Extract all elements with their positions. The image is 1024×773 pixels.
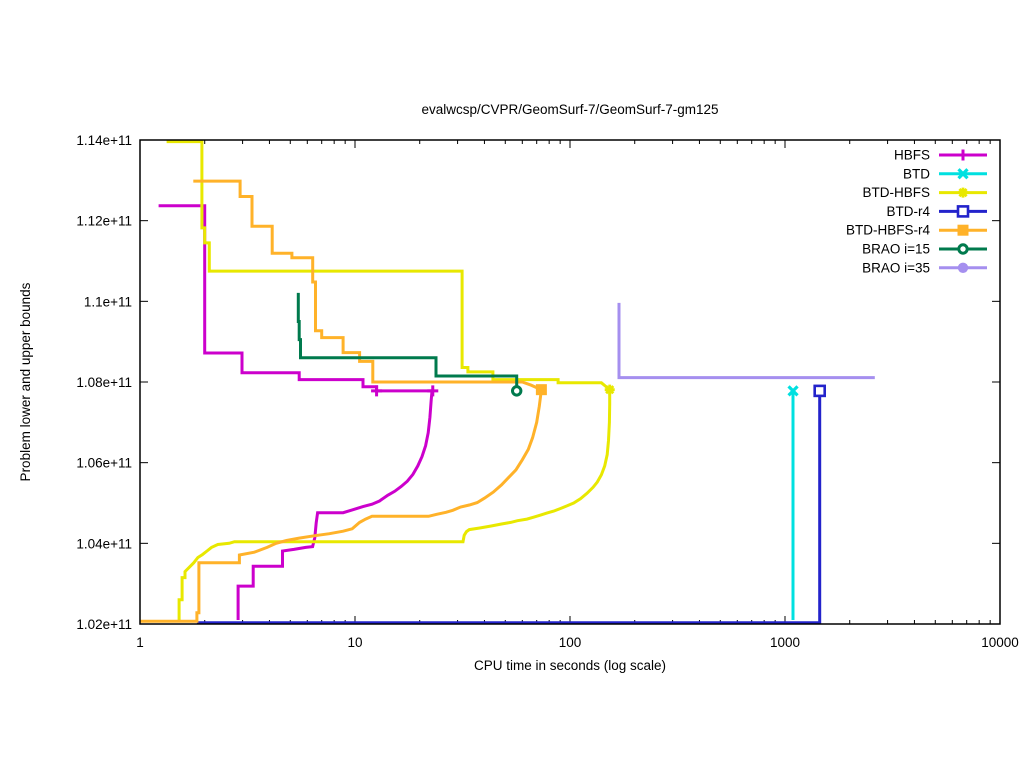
legend-item-btd-hbfs-r4: BTD-HBFS-r4 [846,223,987,238]
x-tick-label: 1 [136,635,144,650]
legend-marker-btd-r4 [956,205,970,218]
series-btd-marker [787,385,799,397]
x-tick-label: 10000 [981,635,1019,650]
legend-label: BRAO i=15 [862,242,930,257]
x-tick-label: 100 [559,635,582,650]
legend-label: HBFS [894,148,930,163]
series-btd-hbfs-line [166,140,611,391]
y-tick-label: 1.02e+11 [76,617,132,632]
legend-marker-brao-i-35 [957,262,969,273]
legend-marker-brao-i-15 [957,243,969,255]
legend-item-btd-hbfs: BTD-HBFS [863,185,987,200]
series-btd-hbfs [166,140,615,622]
y-tick-label: 1.1e+11 [84,294,132,309]
legend: HBFS BTD BTD-HBFS BTD-r4 BTD-HBFS-r4 BRAO i=1… [846,148,987,275]
series-btd-r4-line [196,390,822,625]
plot-border [139,139,1001,625]
series-btd-hbfs-r4-marker [535,384,547,396]
series-hbfs-line [236,389,434,620]
legend-label: BTD [903,166,930,181]
y-tick-label: 1.06e+11 [76,456,132,471]
series-hbfs-line [158,204,433,393]
legend-item-btd-r4: BTD-r4 [887,204,987,219]
y-tick-label: 1.14e+11 [76,133,132,148]
series-btd-r4 [196,384,826,625]
series-brao-i-15-line [296,292,519,391]
series-hbfs-marker [371,385,383,397]
series-btd [787,385,799,620]
legend-item-brao-i-35: BRAO i=35 [862,260,987,275]
series-hbfs [158,204,439,620]
legend-item-btd: BTD [903,166,987,181]
series-btd-hbfs-marker [604,384,615,395]
legend-marker-btd [957,168,969,180]
series-hbfs-marker [427,385,439,397]
legend-item-brao-i-15: BRAO i=15 [862,242,987,257]
legend-label: BRAO i=35 [862,260,930,275]
y-tick-label: 1.08e+11 [76,375,132,390]
x-axis-label: CPU time in seconds (log scale) [474,658,666,673]
chart-title: evalwcsp/CVPR/GeomSurf-7/GeomSurf-7-gm12… [421,102,718,117]
series-brao-i-15 [296,292,523,397]
series-btd-r4-marker [813,384,826,398]
legend-label: BTD-HBFS-r4 [846,223,930,238]
series-brao-i-35 [617,302,875,380]
legend-label: BTD-r4 [887,204,931,219]
series-brao-i-15-marker [510,385,523,397]
series-btd-hbfs-r4-line [140,389,543,623]
legend-marker-btd-hbfs-r4 [957,224,969,236]
y-tick-label: 1.04e+11 [76,536,132,551]
y-tick-label: 1.12e+11 [76,214,132,229]
series-btd-hbfs-line [177,389,612,622]
legend-item-hbfs: HBFS [894,148,987,163]
x-tick-label: 10 [347,635,362,650]
x-tick-label: 1000 [770,635,800,650]
series-btd-hbfs-r4 [140,179,547,623]
legend-marker-hbfs [957,149,969,161]
y-axis-label: Problem lower and upper bounds [18,282,33,481]
series-brao-i-35-line [617,302,875,380]
legend-marker-btd-hbfs [958,187,968,198]
legend-label: BTD-HBFS [863,185,931,200]
series-btd-hbfs-r4-line [193,179,543,392]
